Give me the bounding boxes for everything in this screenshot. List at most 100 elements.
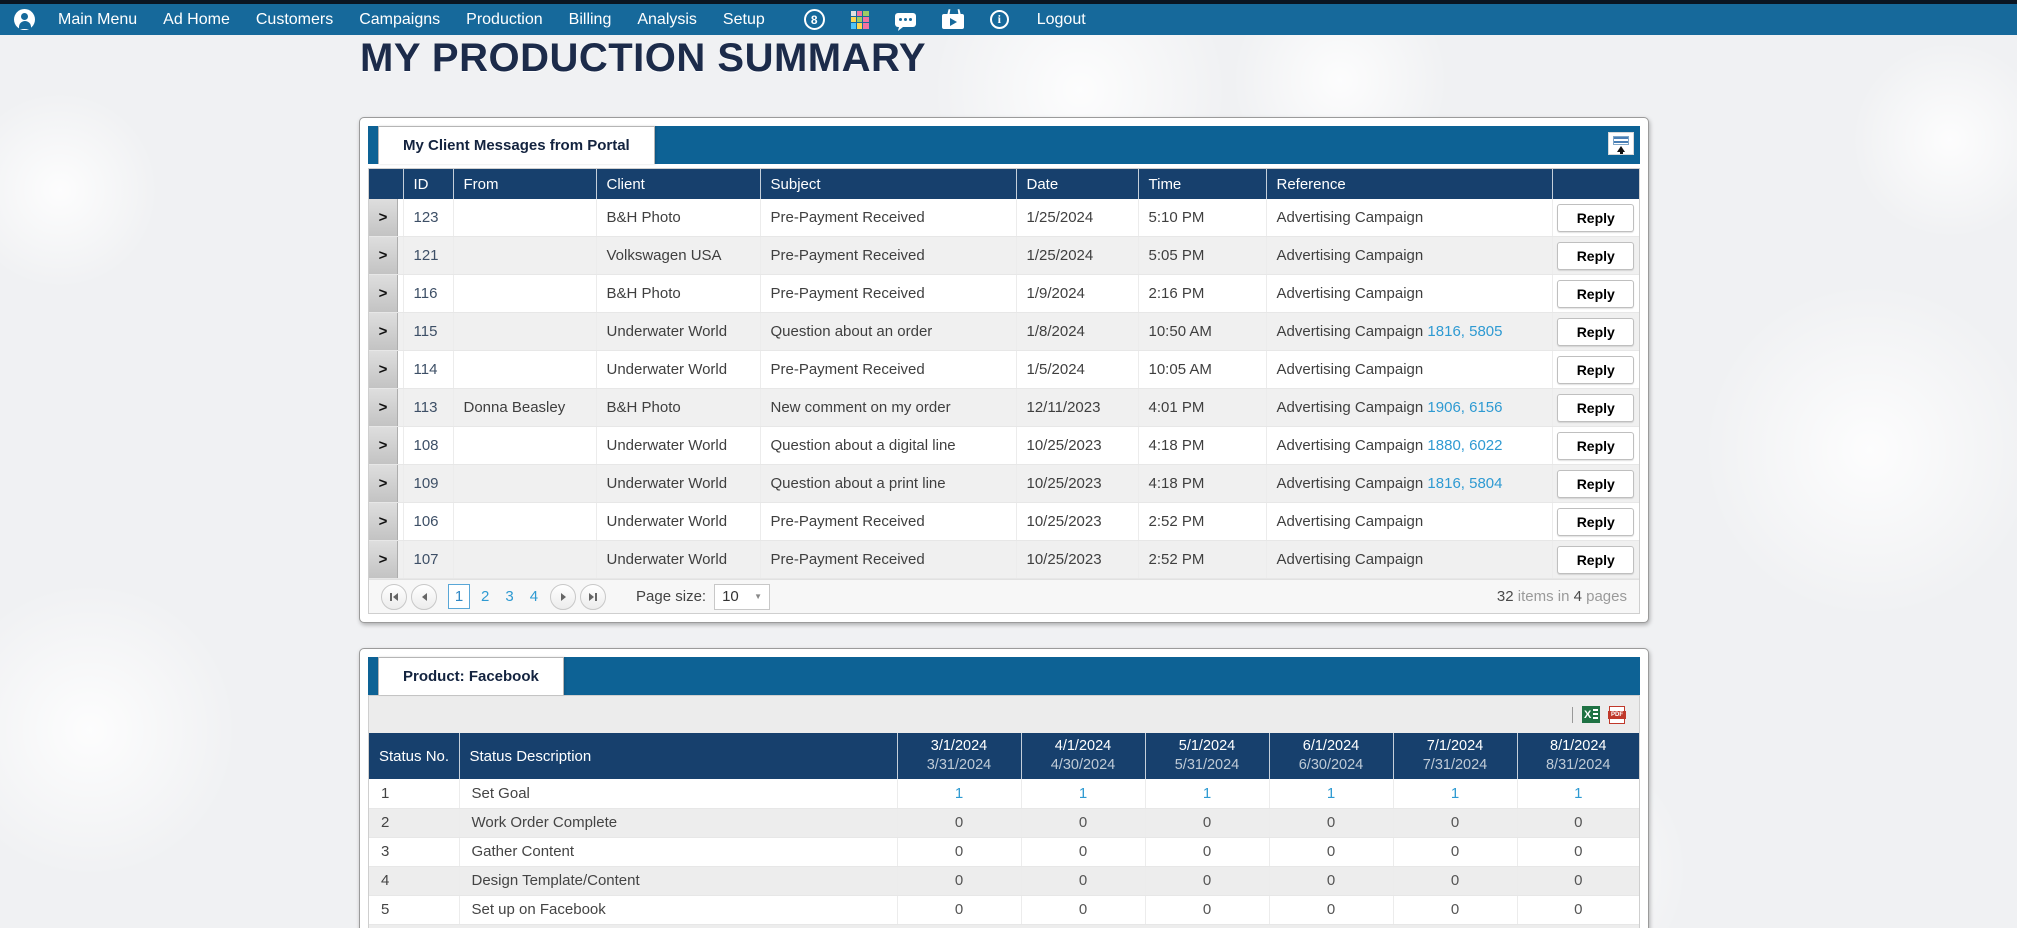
cell-status-count: 0 <box>1517 808 1639 837</box>
expand-row-button[interactable]: > <box>369 237 398 274</box>
reply-button[interactable]: Reply <box>1557 546 1634 574</box>
pdf-export-icon[interactable]: PDF <box>1609 706 1625 724</box>
expand-row-button[interactable]: > <box>369 199 398 236</box>
cell-time: 2:52 PM <box>1138 503 1266 541</box>
cell-client: B&H Photo <box>596 389 760 427</box>
cell-date: 1/25/2024 <box>1016 237 1138 275</box>
reply-button[interactable]: Reply <box>1557 280 1634 308</box>
cell-reference: Advertising Campaign 1816, 5805 <box>1266 313 1552 351</box>
info-icon[interactable]: i <box>990 10 1009 29</box>
messages-panel: My Client Messages from Portal IDFromCli… <box>359 117 1649 623</box>
pager-page-1-current[interactable]: 1 <box>448 584 470 609</box>
cell-status-description: Set Goal <box>459 779 897 808</box>
cell-status-description: Set up on Facebook <box>459 895 897 924</box>
expand-row-button[interactable]: > <box>369 541 398 578</box>
product-grid: X PDF Status No. Status Description 3/1/… <box>368 695 1640 928</box>
reference-link[interactable]: 1880, 6022 <box>1427 437 1502 454</box>
nav-item-setup[interactable]: Setup <box>710 11 778 29</box>
pager-page-3[interactable]: 3 <box>497 588 521 605</box>
expand-row-button[interactable]: > <box>369 313 398 350</box>
tab-product-facebook[interactable]: Product: Facebook <box>378 657 564 695</box>
nav-item-analysis[interactable]: Analysis <box>624 11 710 29</box>
expand-row-button[interactable]: > <box>369 465 398 502</box>
expand-row-button[interactable]: > <box>369 503 398 540</box>
col-header-date-range: 4/1/2024 4/30/2024 <box>1021 733 1145 779</box>
pager-prev-button[interactable] <box>411 584 437 610</box>
apps-grid-icon[interactable] <box>851 11 869 29</box>
reply-button[interactable]: Reply <box>1557 242 1634 270</box>
pager-summary: 32 items in 4 pages <box>1497 588 1627 605</box>
cell-client: Underwater World <box>596 541 760 579</box>
pager-next-button[interactable] <box>550 584 576 610</box>
status-count-link[interactable]: 1 <box>1079 785 1087 802</box>
reference-link[interactable]: 1906, 6156 <box>1427 399 1502 416</box>
expand-column-header <box>369 169 403 199</box>
cell-from <box>453 199 596 237</box>
reference-link[interactable]: 1816, 5804 <box>1427 475 1502 492</box>
reference-link[interactable]: 1816, 5805 <box>1427 323 1502 340</box>
cell-from <box>453 275 596 313</box>
page-size-dropdown[interactable]: 10 ▼ <box>714 584 770 610</box>
pager-last-button[interactable] <box>580 584 606 610</box>
excel-export-icon[interactable]: X <box>1582 706 1600 723</box>
cell-subject: Pre-Payment Received <box>760 237 1016 275</box>
status-count-link[interactable]: 1 <box>1451 785 1459 802</box>
reply-button[interactable]: Reply <box>1557 470 1634 498</box>
message-row: > 107 Underwater World Pre-Payment Recei… <box>369 541 1639 579</box>
reply-button[interactable]: Reply <box>1557 318 1634 346</box>
expand-row-button[interactable]: > <box>369 427 398 464</box>
cell-id: 116 <box>403 275 453 313</box>
nav-item-campaigns[interactable]: Campaigns <box>346 11 453 29</box>
logout-link[interactable]: Logout <box>1037 11 1086 29</box>
reply-button[interactable]: Reply <box>1557 508 1634 536</box>
cell-subject: Question about a print line <box>760 465 1016 503</box>
tab-my-client-messages[interactable]: My Client Messages from Portal <box>378 126 655 164</box>
video-tv-icon[interactable] <box>942 14 964 29</box>
nav-item-customers[interactable]: Customers <box>243 11 346 29</box>
chat-messages-icon[interactable] <box>895 13 916 27</box>
status-count-link[interactable]: 1 <box>1327 785 1335 802</box>
cell-status-count: 0 <box>1145 808 1269 837</box>
notification-badge[interactable]: 8 <box>804 9 825 30</box>
user-account-icon[interactable] <box>14 9 35 30</box>
cell-status-count-link: 1 <box>1145 779 1269 808</box>
messages-tbody: > 123 B&H Photo Pre-Payment Received 1/2… <box>369 199 1639 579</box>
cell-time: 2:16 PM <box>1138 275 1266 313</box>
status-count-link[interactable]: 1 <box>955 785 963 802</box>
user-icon-body <box>19 21 31 29</box>
nav-item-billing[interactable]: Billing <box>556 11 625 29</box>
status-row: 4 Design Template/Content 000000 <box>369 866 1639 895</box>
cell-reference: Advertising Campaign <box>1266 503 1552 541</box>
reply-button[interactable]: Reply <box>1557 204 1634 232</box>
cell-date: 1/25/2024 <box>1016 199 1138 237</box>
status-count-link[interactable]: 1 <box>1203 785 1211 802</box>
col-header-client: Client <box>596 169 760 199</box>
cell-date: 1/8/2024 <box>1016 313 1138 351</box>
nav-item-production[interactable]: Production <box>453 11 556 29</box>
pager-first-button[interactable] <box>381 584 407 610</box>
cell-status-count: 0 <box>1021 866 1145 895</box>
message-row: > 113 Donna Beasley B&H Photo New commen… <box>369 389 1639 427</box>
col-header-date-range: 6/1/2024 6/30/2024 <box>1269 733 1393 779</box>
expand-row-button[interactable]: > <box>369 275 398 312</box>
col-header-reference: Reference <box>1266 169 1552 199</box>
messages-pager: 1234 Page size: 10 ▼ 32 items in 4 pages <box>369 579 1639 613</box>
cell-reply: Reply <box>1552 427 1639 465</box>
cell-status-count: 0 <box>1393 866 1517 895</box>
pager-page-4[interactable]: 4 <box>522 588 546 605</box>
reply-button[interactable]: Reply <box>1557 394 1634 422</box>
reply-button[interactable]: Reply <box>1557 356 1634 384</box>
nav-item-main-menu[interactable]: Main Menu <box>45 11 150 29</box>
expand-row-button[interactable]: > <box>369 351 398 388</box>
status-count-link[interactable]: 1 <box>1574 785 1582 802</box>
dock-collapse-icon[interactable] <box>1608 132 1634 155</box>
page-title: MY PRODUCTION SUMMARY <box>360 36 926 81</box>
reply-button[interactable]: Reply <box>1557 432 1634 460</box>
cell-status-count: 0 <box>1269 866 1393 895</box>
cell-client: Underwater World <box>596 313 760 351</box>
pager-page-2[interactable]: 2 <box>473 588 497 605</box>
nav-item-ad-home[interactable]: Ad Home <box>150 11 243 29</box>
cell-status-no: 5 <box>369 895 459 924</box>
cell-status-count: 0 <box>1393 895 1517 924</box>
expand-row-button[interactable]: > <box>369 389 398 426</box>
